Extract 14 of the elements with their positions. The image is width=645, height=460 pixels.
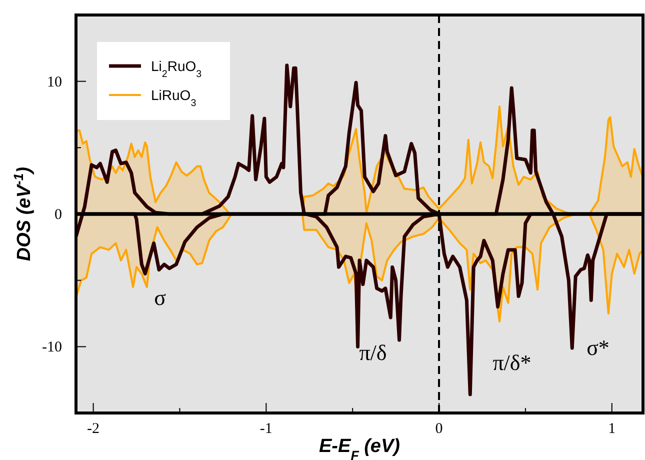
- y-tick-label: 0: [54, 207, 62, 223]
- legend-label: LiRuO$_{3}$: [151, 87, 197, 108]
- y-tick-label: 10: [47, 74, 62, 90]
- x-tick-label: -2: [87, 421, 100, 437]
- annotation: π/δ*: [492, 350, 532, 376]
- annotation: σ: [154, 285, 166, 310]
- x-tick-label: -1: [260, 421, 272, 437]
- x-tick-label: 0: [435, 421, 443, 437]
- annotation: π/δ: [359, 340, 387, 366]
- annotation: σ*: [586, 335, 610, 360]
- legend-label: Li$_{2}$RuO$_{3}$: [151, 58, 202, 80]
- x-axis-title: E-E$_{F}$ (eV): [319, 436, 400, 460]
- y-tick-label: -10: [42, 340, 62, 356]
- x-tick-label: 1: [608, 421, 616, 437]
